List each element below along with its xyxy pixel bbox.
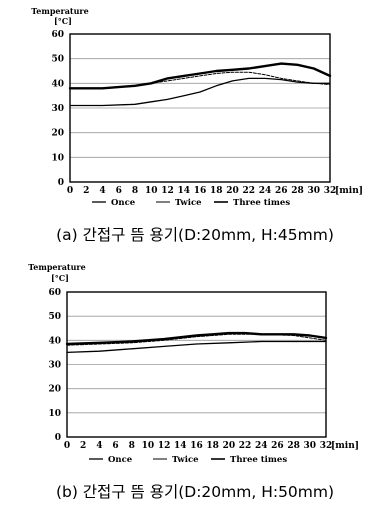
x-tick-label: 24 [259,186,272,196]
x-tick-label: 4 [96,441,102,451]
x-tick-label: 30 [304,441,317,451]
x-tick-label: 16 [194,186,207,196]
x-tick-label: 6 [112,441,118,451]
x-tick-label: 4 [99,186,105,196]
x-tick-label: 0 [67,186,73,196]
y-tick-label: 40 [48,336,61,346]
x-tick-label: 14 [174,441,187,451]
legend-label: Twice [175,198,202,208]
x-tick-label: 32 [320,441,333,451]
x-tick-label: 8 [129,441,135,451]
x-tick-label: 18 [210,186,223,196]
x-tick-label: 30 [307,186,320,196]
y-tick-label: 0 [55,433,61,443]
plot-frame [66,291,327,438]
series-line-three-times [65,331,328,346]
legend-label: Three times [233,198,290,208]
y-axis-title: Temperature [28,262,86,272]
y-tick-label: 60 [51,30,64,40]
y-tick-label: 50 [48,312,61,322]
x-tick-label: 18 [206,441,219,451]
x-tick-label: 28 [291,186,304,196]
y-tick-label: 20 [48,385,61,395]
x-tick-label: 20 [223,441,236,451]
x-tick-label: 2 [83,186,89,196]
y-tick-label: 30 [51,104,64,114]
y-tick-label: 10 [48,409,61,419]
y-axis-title: Temperature [31,6,89,16]
y-tick-label: 60 [48,288,61,298]
y-tick-label: 50 [51,55,64,65]
y-axis-unit: [°C] [54,16,72,26]
series-line-once [69,77,331,107]
legend-label: Three times [230,455,287,465]
x-tick-label: 16 [190,441,203,451]
x-tick-label: 24 [255,441,268,451]
x-axis-unit: [min] [335,186,363,196]
y-tick-label: 20 [51,129,64,139]
legend-label: Once [108,455,133,465]
x-tick-label: 32 [324,186,337,196]
plot-frame [69,33,331,183]
series-line-once [66,340,327,354]
x-tick-label: 12 [161,186,174,196]
x-tick-label: 6 [116,186,122,196]
y-tick-label: 10 [51,153,64,163]
x-tick-label: 26 [275,186,288,196]
y-axis-unit: [°C] [51,273,69,283]
x-tick-label: 2 [80,441,86,451]
x-tick-label: 20 [226,186,239,196]
x-tick-label: 12 [158,441,171,451]
legend-label: Twice [172,455,199,465]
x-tick-label: 28 [287,441,300,451]
series-line-three-times [68,62,332,90]
x-tick-label: 0 [64,441,70,451]
x-tick-label: 10 [142,441,155,451]
x-tick-label: 10 [145,186,158,196]
x-tick-label: 8 [132,186,138,196]
legend-label: Once [111,198,136,208]
chart-caption: (a) 간접구 뜸 용기(D:20mm, H:45mm) [56,226,334,244]
x-tick-label: 22 [242,186,255,196]
x-tick-label: 26 [271,441,284,451]
x-axis-unit: [min] [331,441,359,451]
x-tick-label: 14 [177,186,190,196]
y-tick-label: 40 [51,79,64,89]
y-tick-label: 30 [48,361,61,371]
x-tick-label: 22 [239,441,252,451]
chart-caption: (b) 간접구 뜸 용기(D:20mm, H:50mm) [56,483,334,501]
y-tick-label: 0 [58,178,64,188]
